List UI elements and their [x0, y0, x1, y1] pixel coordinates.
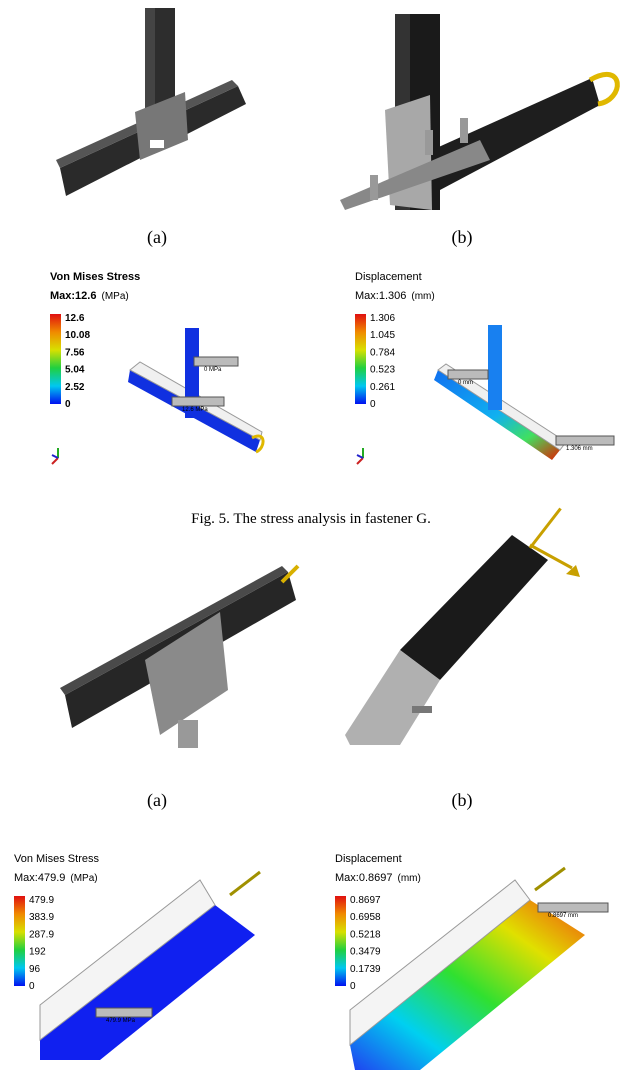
- model-5-stress: [128, 328, 263, 452]
- scale-label: 0: [65, 399, 71, 410]
- scale-label: 12.6: [65, 313, 85, 324]
- model-6-stress: [40, 872, 260, 1060]
- scale-label: 0.5218: [350, 929, 381, 940]
- result-title: Displacement: [335, 853, 402, 865]
- scale-label: 0: [370, 399, 376, 410]
- scale-label: 5.04: [65, 365, 85, 376]
- probe-label: 1.306 mm: [566, 446, 593, 452]
- scale-label: 0.3479: [350, 947, 381, 958]
- result-max: Max:1.306: [355, 290, 406, 302]
- scale-label: 0.8697: [350, 895, 381, 906]
- scale-label: 7.56: [65, 347, 85, 358]
- scale-label: 192: [29, 947, 46, 958]
- scale-label: 383.9: [29, 912, 54, 923]
- scale-label: 0: [350, 981, 356, 992]
- scale-label: 0.523: [370, 365, 395, 376]
- panel-label: (a): [147, 227, 167, 248]
- page: (a) (b) Von Mises Stress Max:12.6 (MPa) 12.6 1…: [0, 0, 622, 1082]
- scale-label: 2.52: [65, 382, 85, 393]
- axis-triad: [52, 448, 363, 464]
- model-6a: [60, 566, 298, 748]
- scale-label: 0.1739: [350, 964, 381, 975]
- model-5a: [56, 8, 246, 196]
- panel-label: (a): [147, 790, 167, 811]
- result-title: Von Mises Stress: [14, 853, 99, 865]
- color-bar: [14, 896, 25, 986]
- probe-label: 12.6 MPa: [182, 407, 208, 413]
- result-max: Max:0.8697: [335, 872, 392, 884]
- model-5-displacement: [434, 325, 614, 460]
- model-5b: [340, 14, 617, 210]
- scale-label: 479.9: [29, 895, 54, 906]
- scale-label: 1.045: [370, 330, 395, 341]
- result-title: Displacement: [355, 271, 422, 283]
- result-unit: (MPa): [70, 873, 97, 884]
- scale-label: 0.261: [370, 382, 395, 393]
- model-6-displacement: [350, 868, 608, 1070]
- color-bar: [355, 314, 366, 404]
- color-bar: [335, 896, 346, 986]
- scale-label: 0.784: [370, 347, 395, 358]
- caption: Fig. 5. The stress analysis in fastener …: [191, 511, 431, 527]
- probe-label: 0 mm: [458, 380, 473, 386]
- scale-label: 287.9: [29, 929, 54, 940]
- model-6b: [345, 506, 580, 745]
- panel-label: (b): [452, 227, 473, 248]
- scale-label: 96: [29, 964, 41, 975]
- result-unit: (MPa): [101, 291, 128, 302]
- result-max: Max:479.9: [14, 872, 65, 884]
- scale-label: 0.6958: [350, 912, 381, 923]
- result-title: Von Mises Stress: [50, 271, 140, 283]
- probe-label: 0.8697 mm: [548, 913, 578, 919]
- result-unit: (mm): [397, 873, 420, 884]
- color-bar: [50, 314, 61, 404]
- panel-label: (b): [452, 790, 473, 811]
- result-max: Max:12.6: [50, 290, 96, 302]
- scale-label: 0: [29, 981, 35, 992]
- probe-label: 479.9 MPa: [106, 1018, 136, 1024]
- scale-label: 10.08: [65, 330, 90, 341]
- scale-label: 1.306: [370, 313, 395, 324]
- probe-label: 0 MPa: [204, 367, 222, 373]
- result-unit: (mm): [411, 291, 434, 302]
